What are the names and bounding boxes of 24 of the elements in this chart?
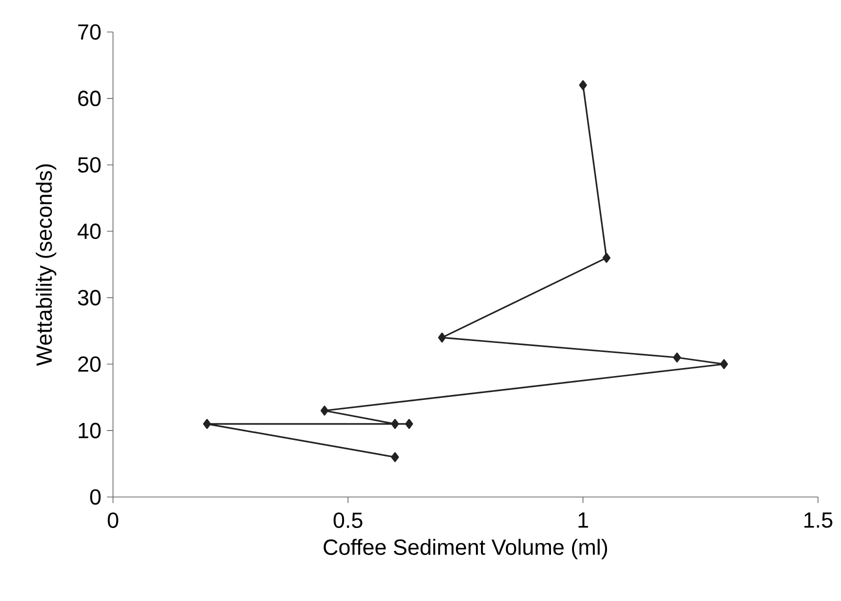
point <box>203 418 211 429</box>
point <box>391 418 399 429</box>
y-axis-title: Wettability (seconds) <box>36 164 56 366</box>
y-tick-label: 60 <box>78 90 101 106</box>
x-tick-label: 1 <box>578 512 588 528</box>
point <box>405 418 414 429</box>
point <box>391 452 399 462</box>
point <box>320 406 328 416</box>
point <box>579 80 587 90</box>
y-tick-label: 20 <box>78 356 101 372</box>
x-tick-label: 0 <box>108 512 118 528</box>
point <box>602 252 610 263</box>
y-tick-label: 0 <box>90 489 101 505</box>
y-tick-label: 70 <box>78 24 101 40</box>
point <box>673 352 681 362</box>
y-tick-label: 50 <box>78 157 101 173</box>
y-tick-label: 30 <box>78 290 101 306</box>
x-tick-label: 1.5 <box>804 512 832 528</box>
point <box>720 359 728 370</box>
x-tick-label: 0.5 <box>334 512 362 528</box>
x-axis-title: Coffee Sediment Volume (ml) <box>324 538 608 560</box>
y-tick-label: 10 <box>78 422 101 438</box>
point <box>438 332 446 343</box>
y-tick-label: 40 <box>78 224 101 240</box>
